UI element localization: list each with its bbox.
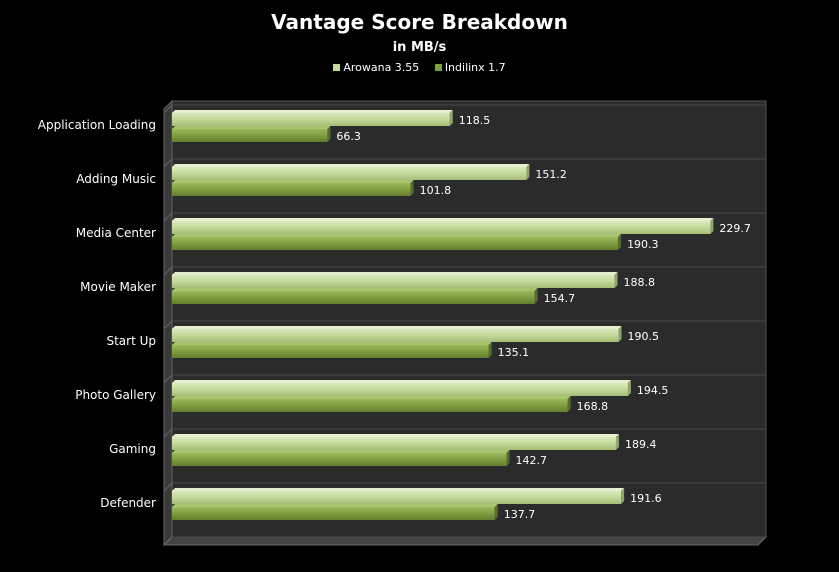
gridline-side: [163, 374, 173, 384]
category-label: Gaming: [109, 442, 156, 456]
bar: [172, 129, 328, 142]
bar-side: [506, 450, 510, 466]
bar-side: [410, 180, 414, 196]
gridline-side: [163, 266, 173, 276]
legend-label-series-2: Indilinx 1.7: [444, 61, 506, 74]
data-label: 191.6: [630, 492, 662, 505]
bar: [172, 383, 628, 396]
bar-side: [488, 342, 492, 358]
data-label: 142.7: [515, 454, 547, 467]
legend-swatch-series-2: [434, 64, 442, 71]
bar-side: [526, 164, 530, 180]
bar: [172, 491, 622, 504]
bar-side: [710, 218, 714, 234]
gridline-side: [163, 536, 173, 546]
bar-top: [172, 180, 414, 183]
data-label: 135.1: [498, 346, 530, 359]
data-label: 137.7: [504, 508, 536, 521]
plot-floor: [162, 536, 768, 546]
chart-title: Vantage Score Breakdown: [271, 10, 568, 34]
bar: [172, 291, 535, 304]
chart-subtitle: in MB/s: [392, 40, 447, 55]
bar: [172, 453, 507, 466]
bar: [172, 399, 568, 412]
data-label: 118.5: [459, 114, 491, 127]
bar: [172, 113, 450, 126]
category-label: Media Center: [76, 226, 156, 240]
bar-side: [614, 272, 618, 288]
legend: Arowana 3.55 Indilinx 1.7: [0, 61, 839, 74]
gridline-side: [163, 320, 173, 330]
category-label: Photo Gallery: [75, 388, 156, 402]
bar: [172, 221, 711, 234]
gridline-side: [163, 104, 173, 114]
bar-top: [172, 450, 510, 453]
gridline-side: [163, 158, 173, 168]
bar-top: [172, 326, 622, 329]
bar: [172, 167, 527, 180]
bar: [172, 437, 616, 450]
bar-top: [172, 488, 625, 491]
data-label: 194.5: [637, 384, 669, 397]
bar-top: [172, 234, 622, 237]
bar-top: [172, 396, 571, 399]
bar-side: [618, 234, 622, 250]
data-label: 66.3: [336, 130, 361, 143]
bar-top: [172, 342, 492, 345]
plot-side-wall: [163, 99, 173, 547]
legend-item-series-2: Indilinx 1.7: [434, 61, 506, 74]
data-label: 154.7: [544, 292, 576, 305]
category-label: Defender: [100, 496, 156, 510]
gridline-side: [163, 428, 173, 438]
data-label: 101.8: [420, 184, 452, 197]
legend-item-series-1: Arowana 3.55: [333, 61, 419, 74]
gridline-side: [163, 482, 173, 492]
bar: [172, 345, 489, 358]
bar-top: [172, 288, 538, 291]
bar-top: [172, 126, 331, 129]
bar: [172, 275, 615, 288]
category-label: Application Loading: [38, 118, 156, 132]
bar-top: [172, 504, 498, 507]
bar: [172, 237, 619, 250]
bar-side: [627, 380, 631, 396]
bar-top: [172, 164, 530, 167]
bar-side: [327, 126, 331, 142]
bar-side: [567, 396, 571, 412]
legend-label-series-1: Arowana 3.55: [343, 61, 420, 74]
data-label: 151.2: [535, 168, 567, 181]
bar-top: [172, 434, 619, 437]
gridline-side: [163, 212, 173, 222]
legend-swatch-series-1: [333, 64, 341, 71]
data-label: 229.7: [719, 222, 751, 235]
category-label: Adding Music: [76, 172, 156, 186]
data-label: 189.4: [625, 438, 657, 451]
data-label: 188.8: [624, 276, 656, 289]
bar: [172, 329, 619, 342]
bar-top: [172, 272, 618, 275]
bar: [172, 183, 411, 196]
bar-side: [621, 488, 625, 504]
bar-side: [618, 326, 622, 342]
bar-side: [615, 434, 619, 450]
bar-side: [534, 288, 538, 304]
bar-side: [449, 110, 453, 126]
category-label: Start Up: [106, 334, 156, 348]
bar-top: [172, 218, 714, 221]
category-label: Movie Maker: [80, 280, 156, 294]
data-label: 190.3: [627, 238, 659, 251]
bar-top: [172, 110, 453, 113]
data-label: 190.5: [628, 330, 660, 343]
bar-side: [494, 504, 498, 520]
bar-top: [172, 380, 631, 383]
data-label: 168.8: [577, 400, 609, 413]
bar: [172, 507, 495, 520]
